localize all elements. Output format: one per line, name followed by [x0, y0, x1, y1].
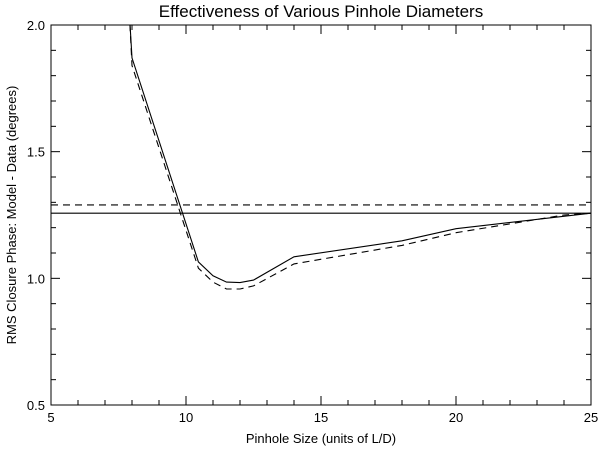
x-tick-label: 20 — [449, 410, 463, 425]
x-axis-label: Pinhole Size (units of L/D) — [246, 431, 396, 446]
plot-frame — [50, 24, 592, 406]
series-dashed — [129, 25, 591, 290]
x-tick-label: 25 — [584, 410, 598, 425]
y-tick-label: 1.5 — [27, 145, 45, 160]
y-tick-label: 0.5 — [27, 398, 45, 413]
series-solid — [129, 25, 591, 284]
chart-title: Effectiveness of Various Pinhole Diamete… — [159, 2, 483, 21]
x-tick-label: 15 — [314, 410, 328, 425]
y-tick-label: 1.0 — [27, 271, 45, 286]
y-axis-label: RMS Closure Phase: Model - Data (degrees… — [4, 86, 19, 345]
y-tick-label: 2.0 — [27, 18, 45, 33]
x-tick-label: 5 — [47, 410, 54, 425]
x-tick-label: 10 — [179, 410, 193, 425]
